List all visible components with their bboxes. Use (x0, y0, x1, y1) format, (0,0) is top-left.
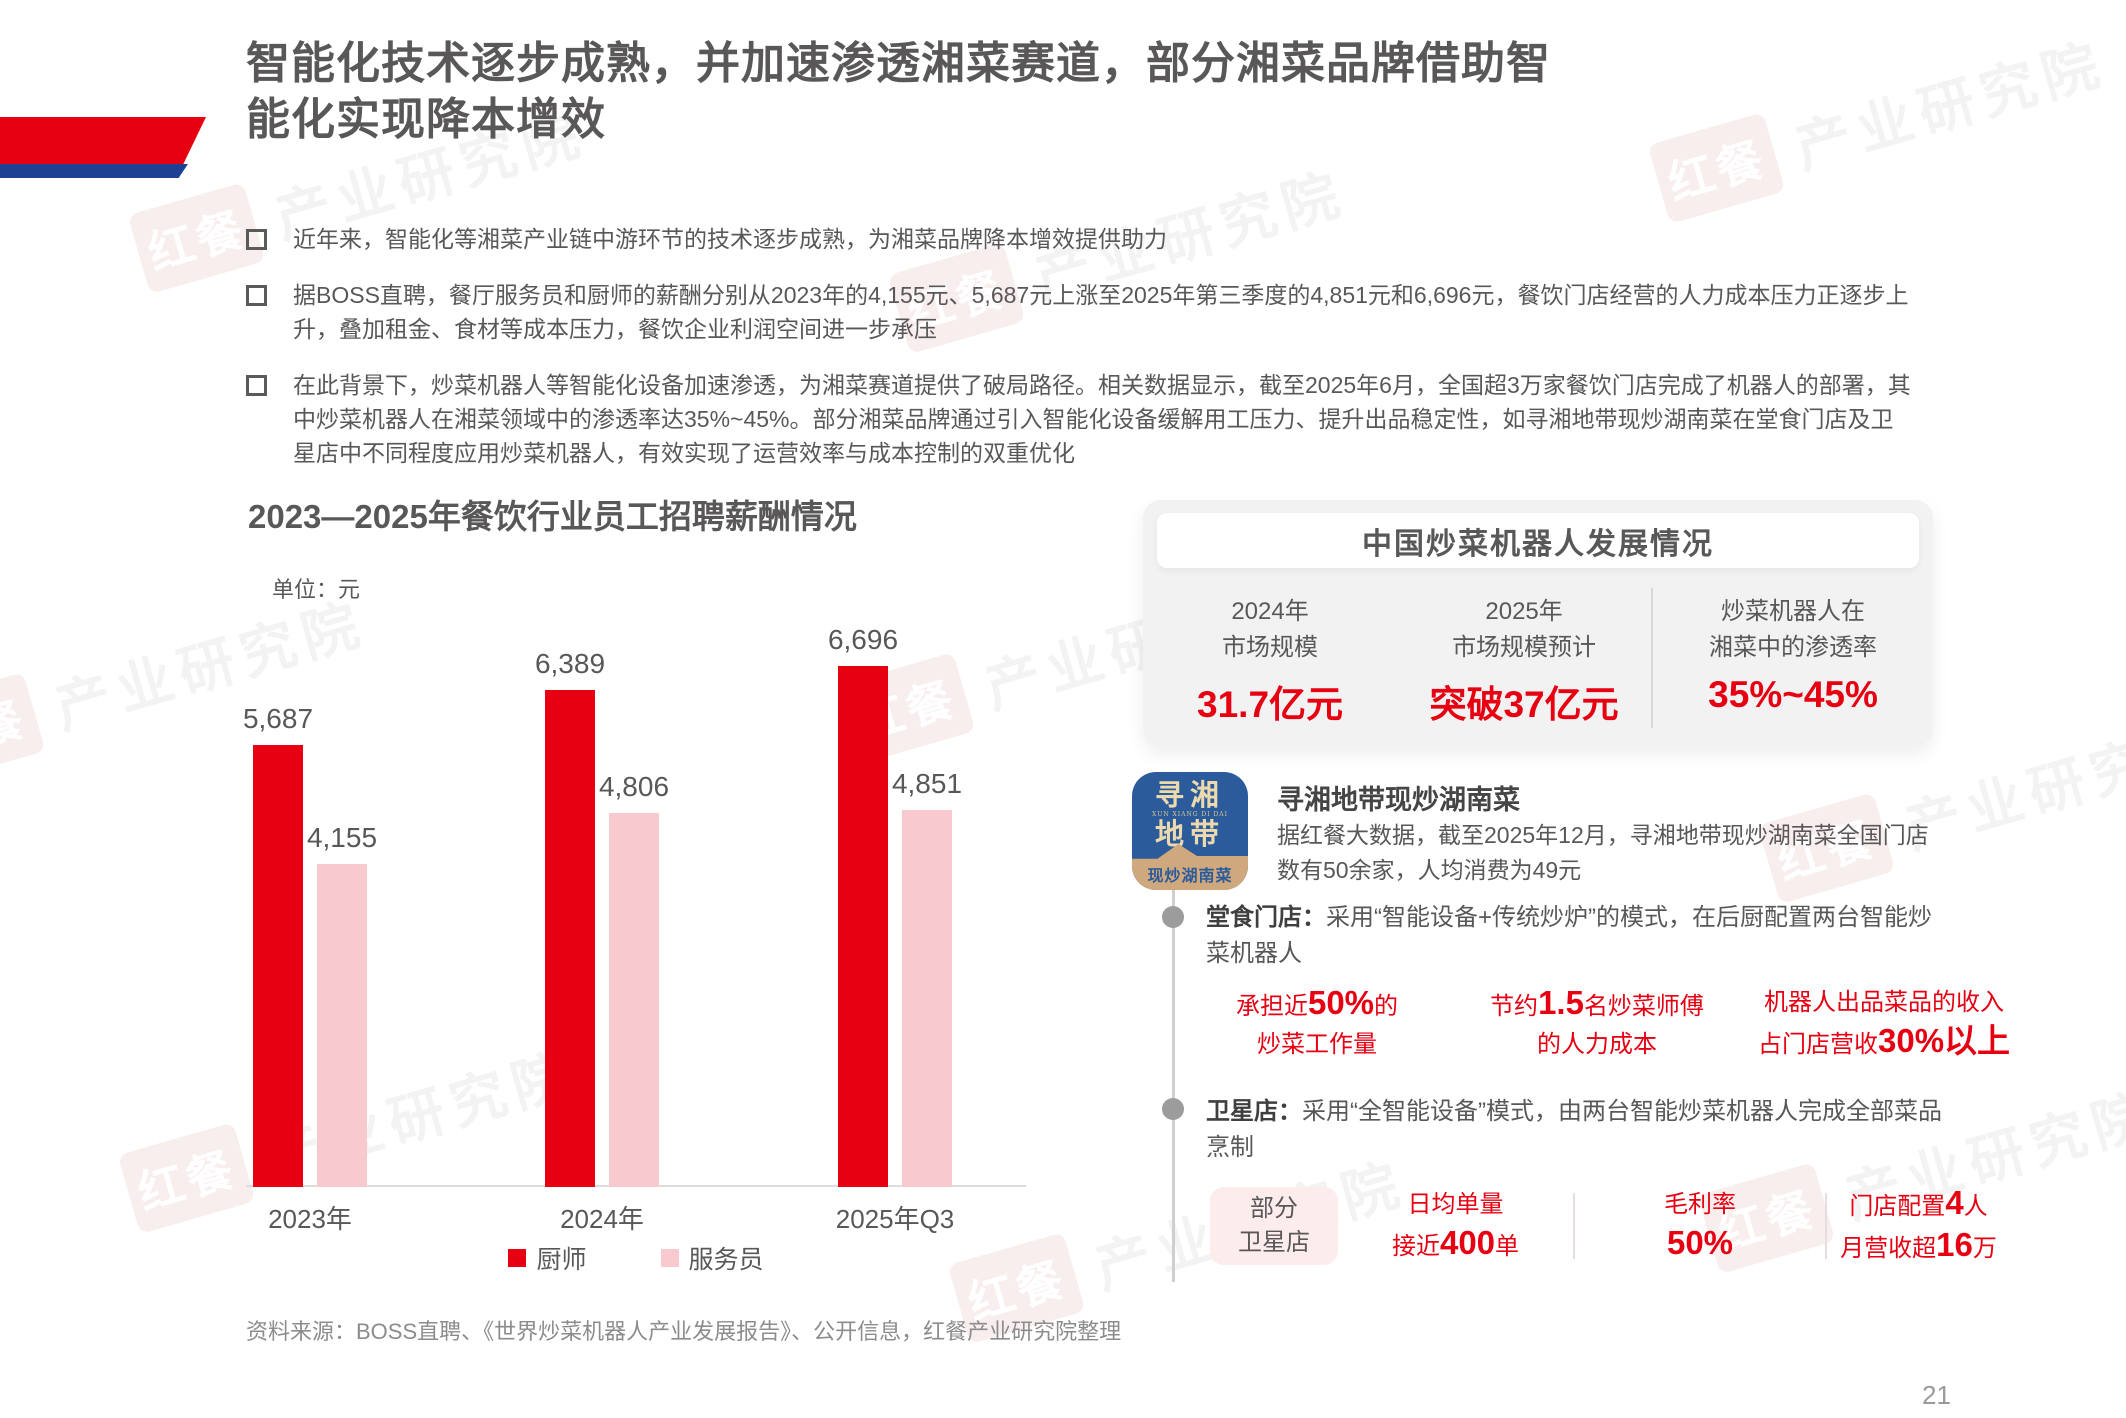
stat-labor-saving: 节约1.5名炒菜师傅 的人力成本 (1490, 984, 1704, 1058)
satellite-tag: 部分 卫星店 (1210, 1187, 1338, 1265)
square-bullet-icon (246, 229, 267, 250)
data-source-note: 资料来源：BOSS直聘、《世界炒菜机器人产业发展报告》、公开信息，红餐产业研究院… (246, 1319, 1122, 1344)
bar-厨师-2024年 (545, 690, 595, 1187)
legend-swatch-red-icon (508, 1249, 527, 1267)
robot-development-panel: 中国炒菜机器人发展情况 2024年 市场规模 31.7亿元 2025年 市场规模预计… (1143, 500, 1933, 746)
bar-value-label: 5,687 (242, 703, 314, 734)
chart-unit-label: 单位：元 (272, 577, 361, 602)
watermark-logo: 红餐 (127, 182, 266, 295)
square-bullet-icon (246, 285, 267, 306)
bar-value-label: 4,806 (598, 771, 670, 802)
x-axis-label: 2023年 (268, 1204, 352, 1234)
panel-stat-penetration: 炒菜机器人在 湘菜中的渗透率 35%~45% (1651, 588, 1933, 728)
stat-value: 35%~45% (1708, 674, 1878, 715)
logo-text: 寻湘 (1154, 778, 1225, 812)
bullet-text: 近年来，智能化等湘菜产业链中游环节的技术逐步成熟，为湘菜品牌降本增效提供助力 (293, 226, 1167, 252)
page-title: 智能化技术逐步成熟，并加速渗透湘菜赛道，部分湘菜品牌借助智 能化实现降本增效 (246, 36, 1846, 148)
square-bullet-icon (246, 375, 267, 396)
brand-description: 据红餐大数据，截至2025年12月，寻湘地带现炒湖南菜全国门店数有50余家，人均… (1277, 822, 1929, 883)
list-item: 近年来，智能化等湘菜产业链中游环节的技术逐步成熟，为湘菜品牌降本增效提供助力 (246, 222, 1914, 256)
panel-stats-row: 2024年 市场规模 31.7亿元 2025年 市场规模预计 突破37亿元 炒菜机器… (1143, 588, 1933, 728)
bar-服务员-2023年 (317, 864, 367, 1187)
satellite-store-text: 卫星店：采用“全智能设备”模式，由两台智能炒菜机器人完成全部菜品烹制 (1206, 1098, 1942, 1161)
bar-服务员-2025年Q3 (902, 810, 952, 1187)
divider (1573, 1193, 1575, 1259)
panel-stat-2025: 2025年 市场规模预计 突破37亿元 (1397, 588, 1651, 728)
list-item: 在此背景下，炒菜机器人等智能化设备加速渗透，为湘菜赛道提供了破局路径。相关数据显… (246, 368, 1914, 470)
stat-daily-orders: 日均单量 接近400单 (1391, 1191, 1520, 1261)
page-number: 21 (1922, 1380, 1951, 1410)
bar-value-label: 6,696 (827, 624, 899, 655)
panel-title: 中国炒菜机器人发展情况 (1157, 513, 1919, 568)
stat-value: 31.7亿元 (1197, 684, 1344, 725)
stat-gross-margin: 毛利率 50% (1664, 1191, 1736, 1261)
bar-厨师-2023年 (253, 745, 303, 1187)
page-title-line2: 能化实现降本增效 (246, 95, 606, 144)
chart-title: 2023—2025年餐饮行业员工招聘薪酬情况 (248, 498, 857, 535)
brand-logo: 寻湘 XUN XIANG DI DAI 地带 现炒湖南菜 (1132, 772, 1248, 890)
page-title-line1: 智能化技术逐步成熟，并加速渗透湘菜赛道，部分湘菜品牌借助智 (246, 39, 1551, 88)
timeline-line (1172, 890, 1175, 1282)
timeline-dot-icon (1162, 906, 1184, 928)
dine-in-store-label: 堂食门店： (1206, 904, 1326, 931)
legend-label: 厨师 (536, 1246, 587, 1274)
panel-stat-2024: 2024年 市场规模 31.7亿元 (1143, 588, 1397, 728)
list-item: 据BOSS直聘，餐厅服务员和厨师的薪酬分别从2023年的4,155元、5,687… (246, 278, 1914, 346)
watermark-logo: 红餐 (0, 672, 46, 785)
stat-staffing-revenue: 门店配置4人 月营收超16万 (1840, 1184, 1997, 1263)
chart-plot: 5,687 4,155 2023年 6,389 4,806 2024年 6,696 4,851… (243, 624, 1026, 1234)
bullet-text: 在此背景下，炒菜机器人等智能化设备加速渗透，为湘菜赛道提供了破局路径。相关数据显… (293, 372, 1911, 466)
brand-name: 寻湘地带现炒湖南菜 (1277, 785, 1520, 815)
legend-item-chef: 厨师 (508, 1240, 587, 1276)
title-accent-blue-bar (0, 164, 188, 178)
legend-swatch-pink-icon (660, 1249, 679, 1267)
satellite-store-label: 卫星店： (1206, 1098, 1302, 1125)
bar-厨师-2025年Q3 (838, 666, 888, 1187)
satellite-stats-row: 部分 卫星店 日均单量 接近400单 毛利率 50% 门店配置4人 月营收超16万 (1210, 1184, 2010, 1268)
bar-value-label: 4,155 (306, 822, 378, 853)
bar-服务员-2024年 (609, 813, 659, 1187)
x-axis-label: 2024年 (560, 1204, 644, 1234)
stat-cooking-workload: 承担近50%的 炒菜工作量 (1235, 984, 1399, 1058)
timeline-dot-icon (1162, 1098, 1184, 1120)
legend-label: 服务员 (688, 1246, 764, 1274)
stat-revenue-share: 机器人出品菜品的收入 占门店营收30%以上 (1758, 989, 2011, 1059)
dine-in-stats-row: 承担近50%的 炒菜工作量 节约1.5名炒菜师傅 的人力成本 机器人出品菜品的收… (1198, 984, 2010, 1064)
bullet-text: 据BOSS直聘，餐厅服务员和厨师的薪酬分别从2023年的4,155元、5,687… (293, 282, 1909, 342)
x-axis-label: 2025年Q3 (835, 1204, 955, 1234)
logo-text: 地带 (1154, 817, 1225, 851)
dine-in-store-text: 堂食门店：采用“智能设备+传统炒炉”的模式，在后厨配置两台智能炒菜机器人 (1206, 904, 1932, 967)
key-points-list: 近年来，智能化等湘菜产业链中游环节的技术逐步成熟，为湘菜品牌降本增效提供助力 据… (246, 222, 1914, 492)
chart-legend: 厨师 服务员 (246, 1240, 1026, 1276)
legend-item-waiter: 服务员 (660, 1240, 764, 1276)
bar-value-label: 4,851 (891, 768, 963, 799)
stat-value: 突破37亿元 (1429, 684, 1619, 725)
logo-subtext: XUN XIANG DI DAI (1151, 811, 1228, 818)
bar-value-label: 6,389 (534, 648, 606, 679)
title-accent-red-bar (0, 117, 206, 164)
